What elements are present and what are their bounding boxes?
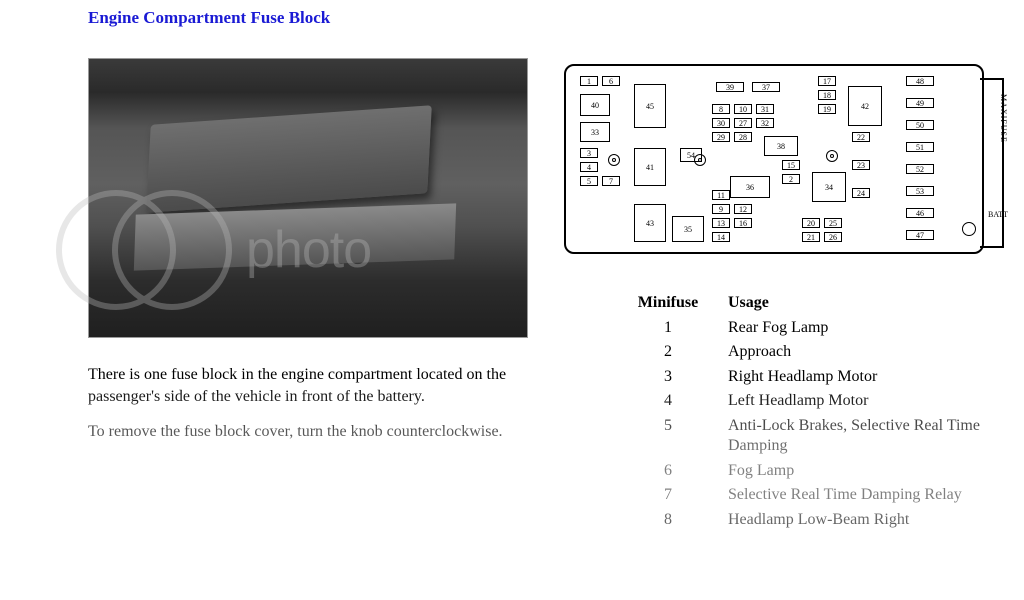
fuse-slot: 21 [802, 232, 820, 242]
fuse-slot: 24 [852, 188, 870, 198]
page-title: Engine Compartment Fuse Block [88, 8, 984, 28]
table-row: 7Selective Real Time Damping Relay [608, 485, 1004, 505]
fuse-slot: 10 [734, 104, 752, 114]
fuse-slot: 25 [824, 218, 842, 228]
fuse-slot: 4 [580, 162, 598, 172]
fuse-slot: 27 [734, 118, 752, 128]
minifuse-usage: Fog Lamp [728, 461, 1004, 481]
relay-slot: 33 [580, 122, 610, 142]
screw-icon [608, 154, 620, 166]
fuse-slot: 50 [906, 120, 934, 130]
minifuse-number: 4 [608, 391, 728, 411]
fuse-slot: 3 [580, 148, 598, 158]
minifuse-number: 8 [608, 510, 728, 530]
left-column: There is one fuse block in the engine co… [88, 58, 528, 534]
table-row: 2Approach [608, 342, 1004, 362]
fuse-slot: 26 [824, 232, 842, 242]
relay-slot: 41 [634, 148, 666, 186]
fuse-diagram: 1639371718198103130273229282234571522324… [564, 64, 1004, 254]
fuse-slot: 51 [906, 142, 934, 152]
relay-slot: 34 [812, 172, 846, 202]
fuse-slot: 46 [906, 208, 934, 218]
fuse-slot: 48 [906, 76, 934, 86]
fuse-slot: 9 [712, 204, 730, 214]
maxifuse-label: MAXIFUSE [999, 94, 1008, 143]
fuse-slot: 23 [852, 160, 870, 170]
fuse-slot: 17 [818, 76, 836, 86]
relay-slot: 45 [634, 84, 666, 128]
fuse-slot: 16 [734, 218, 752, 228]
batt-terminal-icon [962, 222, 976, 236]
fuse-slot: 39 [716, 82, 744, 92]
fuse-slot: 1 [580, 76, 598, 86]
minifuse-usage: Right Headlamp Motor [728, 367, 1004, 387]
col-header-minifuse: Minifuse [608, 294, 728, 312]
screw-icon [826, 150, 838, 162]
fuse-slot: 8 [712, 104, 730, 114]
right-column: 1639371718198103130273229282234571522324… [564, 58, 1004, 534]
paragraph-2: To remove the fuse block cover, turn the… [88, 421, 528, 443]
fuse-slot: 22 [852, 132, 870, 142]
fuse-slot: 7 [602, 176, 620, 186]
fuse-slot: 19 [818, 104, 836, 114]
fuse-slot: 11 [712, 190, 730, 200]
col-header-usage: Usage [728, 294, 1004, 312]
fuse-slot: 31 [756, 104, 774, 114]
fuse-slot: 28 [734, 132, 752, 142]
minifuse-usage: Selective Real Time Damping Relay [728, 485, 1004, 505]
fuse-slot: 6 [602, 76, 620, 86]
batt-label: BATT [988, 210, 1008, 219]
table-row: 4Left Headlamp Motor [608, 391, 1004, 411]
fuse-slot: 52 [906, 164, 934, 174]
relay-slot: 42 [848, 86, 882, 126]
fuse-slot: 47 [906, 230, 934, 240]
table-row: 6Fog Lamp [608, 461, 1004, 481]
fuse-slot: 18 [818, 90, 836, 100]
minifuse-number: 5 [608, 416, 728, 457]
minifuse-usage: Approach [728, 342, 1004, 362]
fuse-slot: 13 [712, 218, 730, 228]
table-row: 3Right Headlamp Motor [608, 367, 1004, 387]
fuse-slot: 29 [712, 132, 730, 142]
fuse-slot: 2 [782, 174, 800, 184]
relay-slot: 35 [672, 216, 704, 242]
minifuse-number: 6 [608, 461, 728, 481]
fuse-slot: 5 [580, 176, 598, 186]
minifuse-usage: Anti-Lock Brakes, Selective Real Time Da… [728, 416, 1004, 457]
table-row: 8Headlamp Low-Beam Right [608, 510, 1004, 530]
fuse-slot: 12 [734, 204, 752, 214]
relay-slot: 40 [580, 94, 610, 116]
relay-slot: 38 [764, 136, 798, 156]
table-row: 5Anti-Lock Brakes, Selective Real Time D… [608, 416, 1004, 457]
paragraph-1: There is one fuse block in the engine co… [88, 364, 528, 407]
fuse-slot: 53 [906, 186, 934, 196]
minifuse-number: 3 [608, 367, 728, 387]
minifuse-number: 2 [608, 342, 728, 362]
screw-icon [694, 154, 706, 166]
minifuse-usage: Left Headlamp Motor [728, 391, 1004, 411]
minifuse-usage: Headlamp Low-Beam Right [728, 510, 1004, 530]
fuse-slot: 32 [756, 118, 774, 128]
minifuse-usage: Rear Fog Lamp [728, 318, 1004, 338]
fuse-slot: 20 [802, 218, 820, 228]
fuse-slot: 49 [906, 98, 934, 108]
fuse-slot: 15 [782, 160, 800, 170]
fuse-slot: 37 [752, 82, 780, 92]
fuse-slot: 14 [712, 232, 730, 242]
body-text: There is one fuse block in the engine co… [88, 364, 528, 443]
usage-table: Minifuse Usage 1Rear Fog Lamp2Approach3R… [564, 294, 1004, 530]
fuse-slot: 30 [712, 118, 730, 128]
table-row: 1Rear Fog Lamp [608, 318, 1004, 338]
relay-slot: 36 [730, 176, 770, 198]
fuse-block-photo [88, 58, 528, 338]
minifuse-number: 7 [608, 485, 728, 505]
relay-slot: 43 [634, 204, 666, 242]
minifuse-number: 1 [608, 318, 728, 338]
